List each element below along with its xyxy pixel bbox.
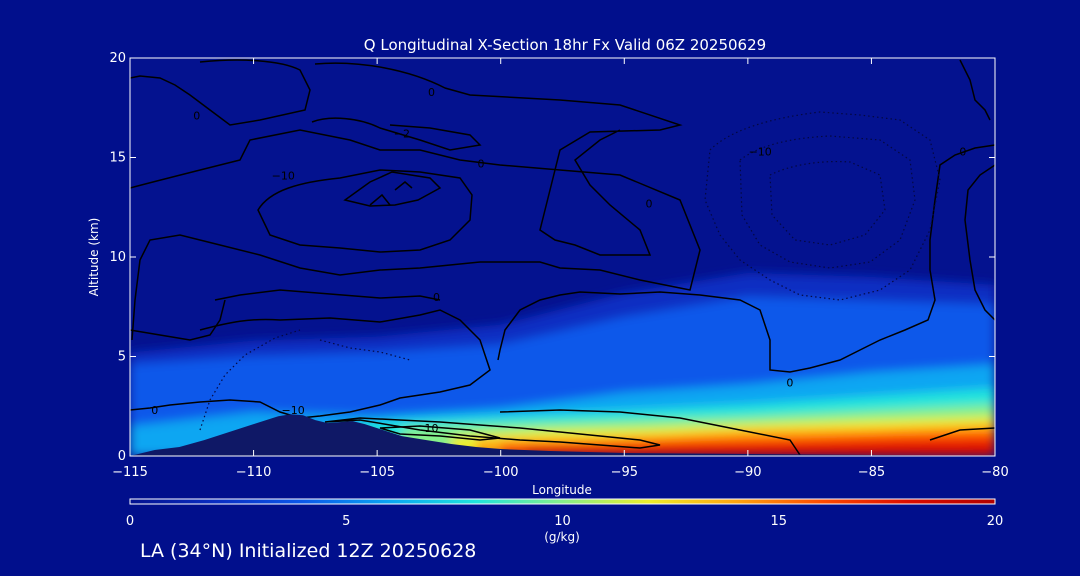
- colorbar-tick-label: 20: [987, 514, 1004, 529]
- contour-label: 0: [433, 291, 440, 304]
- contour-label: −10: [272, 169, 295, 182]
- contour-label: 0: [193, 110, 200, 123]
- y-axis-label: Altitude (km): [87, 218, 101, 297]
- contour-label: 0: [477, 157, 484, 170]
- y-tick-label: 0: [118, 449, 126, 464]
- contour-line: [769, 161, 886, 246]
- x-tick-label: −95: [611, 465, 638, 480]
- contour-label: −10: [749, 146, 772, 159]
- x-tick-label: −100: [483, 465, 519, 480]
- contour-line: [499, 409, 801, 456]
- contour-line: [343, 171, 442, 207]
- contour-label: 0: [959, 146, 966, 159]
- contour-line: [497, 144, 995, 373]
- contour-label: 0: [428, 86, 435, 99]
- x-tick-label: −110: [236, 465, 272, 480]
- moisture-field: [130, 272, 995, 456]
- contour-line: [214, 289, 441, 301]
- contour-label-group: 0 −10 −10 0 0 0 0 −2 0 0 0 −10 10: [151, 86, 966, 435]
- y-tick-label: 15: [109, 151, 126, 166]
- x-tick-label: −115: [112, 465, 148, 480]
- contour-line: [929, 427, 995, 441]
- contour-label: 0: [151, 404, 158, 417]
- contour-line: [319, 339, 411, 361]
- contour-line: [959, 59, 991, 121]
- contour-label: −2: [394, 128, 410, 141]
- x-tick-label: −90: [734, 465, 761, 480]
- contour-line: [324, 417, 661, 449]
- x-axis: −115 −110 −105 −100 −95 −90 −85 −80: [112, 58, 1009, 480]
- y-axis: 0 5 10 15 20: [109, 51, 995, 464]
- x-tick-label: −80: [981, 465, 1008, 480]
- contour-label: 0: [786, 376, 793, 389]
- y-tick-label: 10: [109, 250, 126, 265]
- contour-label: 0: [646, 197, 653, 210]
- y-tick-label: 20: [109, 51, 126, 66]
- terrain-mask: [130, 414, 995, 456]
- contour-label: −10: [282, 404, 305, 417]
- moisture-layer: [525, 441, 995, 456]
- contour-line: [130, 299, 226, 341]
- dotted-contour-lines: [199, 111, 941, 431]
- contour-line: [369, 193, 391, 206]
- contour-lines: [130, 59, 995, 456]
- colorbar-tick-label: 15: [770, 514, 787, 529]
- colorbar-label: (g/kg): [544, 530, 580, 544]
- contour-line: [394, 181, 413, 191]
- colorbar-tick-label: 10: [554, 514, 571, 529]
- initialization-info: LA (34°N) Initialized 12Z 20250628: [140, 540, 477, 562]
- colorbar-ticks: 0 5 10 15 20: [126, 514, 1003, 529]
- x-tick-label: −105: [359, 465, 395, 480]
- contour-line: [314, 62, 683, 256]
- x-tick-label: −85: [858, 465, 885, 480]
- contour-line: [379, 425, 501, 441]
- chart-title: Q Longitudinal X-Section 18hr Fx Valid 0…: [364, 36, 766, 54]
- contour-line: [311, 117, 482, 151]
- contour-line: [130, 129, 701, 341]
- x-axis-label: Longitude: [532, 483, 592, 497]
- colorbar-tick-label: 0: [126, 514, 134, 529]
- contour-line: [130, 309, 491, 419]
- y-tick-label: 5: [118, 350, 126, 365]
- contour-line: [130, 59, 311, 126]
- contour-line: [964, 164, 995, 321]
- contour-line: [257, 169, 473, 253]
- contour-label: 10: [425, 422, 439, 435]
- colorbar: [129, 498, 996, 505]
- colorbar-tick-label: 5: [342, 514, 350, 529]
